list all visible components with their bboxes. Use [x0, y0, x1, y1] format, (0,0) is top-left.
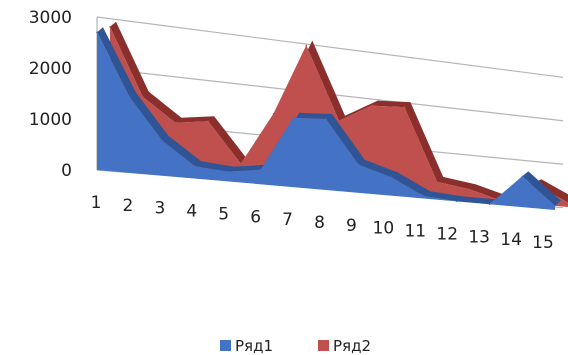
data-point: [358, 164, 360, 166]
x-tick-label: 15: [532, 233, 554, 253]
data-point: [423, 195, 425, 197]
data-point: [194, 165, 196, 167]
legend-label: Ряд1: [235, 337, 273, 355]
data-point: [325, 118, 327, 120]
x-tick-label: 11: [404, 222, 426, 242]
gridline: [97, 17, 563, 77]
data-point: [554, 205, 556, 207]
x-tick-label: 4: [186, 202, 197, 222]
data-point: [391, 176, 393, 178]
x-tick-label: 13: [468, 227, 490, 247]
data-point: [489, 203, 491, 205]
data-point: [338, 120, 340, 122]
data-point: [207, 120, 209, 122]
x-tick-label: 1: [91, 193, 102, 213]
data-point: [109, 26, 111, 28]
data-point: [436, 181, 438, 183]
y-tick-label: 0: [61, 161, 72, 181]
data-point: [162, 140, 164, 142]
x-tick-label: 3: [154, 199, 165, 219]
x-tick-label: 5: [218, 204, 229, 224]
legend: Ряд1 Ряд2: [220, 337, 371, 355]
data-point: [240, 163, 242, 165]
y-tick-label: 3000: [29, 8, 72, 28]
plot-area: [96, 22, 568, 210]
x-tick-label: 9: [346, 216, 357, 236]
data-point: [292, 117, 294, 119]
x-tick-label: 2: [123, 196, 134, 216]
x-tick-label: 7: [282, 210, 293, 230]
data-point: [260, 169, 262, 171]
data-point: [273, 113, 275, 115]
data-point: [305, 45, 307, 47]
data-point: [142, 96, 144, 98]
x-tick-label: 8: [314, 213, 325, 233]
data-point: [175, 122, 177, 124]
x-tick-label: 10: [373, 219, 395, 239]
y-tick-label: 2000: [29, 59, 72, 79]
x-tick-label: 14: [500, 230, 522, 250]
x-tick-label: 6: [250, 207, 261, 227]
data-point: [129, 96, 131, 98]
data-point: [227, 171, 229, 173]
data-point: [456, 201, 458, 203]
legend-label: Ряд2: [333, 337, 371, 355]
data-point: [371, 105, 373, 107]
data-point: [404, 106, 406, 108]
y-axis-ticks: 0 1000 2000 3000: [29, 8, 72, 181]
legend-swatch: [220, 340, 231, 351]
legend-swatch: [318, 340, 329, 351]
x-tick-label: 12: [436, 224, 458, 244]
data-point: [96, 32, 98, 34]
y-tick-label: 1000: [29, 110, 72, 130]
data-point: [469, 189, 471, 191]
data-point: [521, 175, 523, 177]
